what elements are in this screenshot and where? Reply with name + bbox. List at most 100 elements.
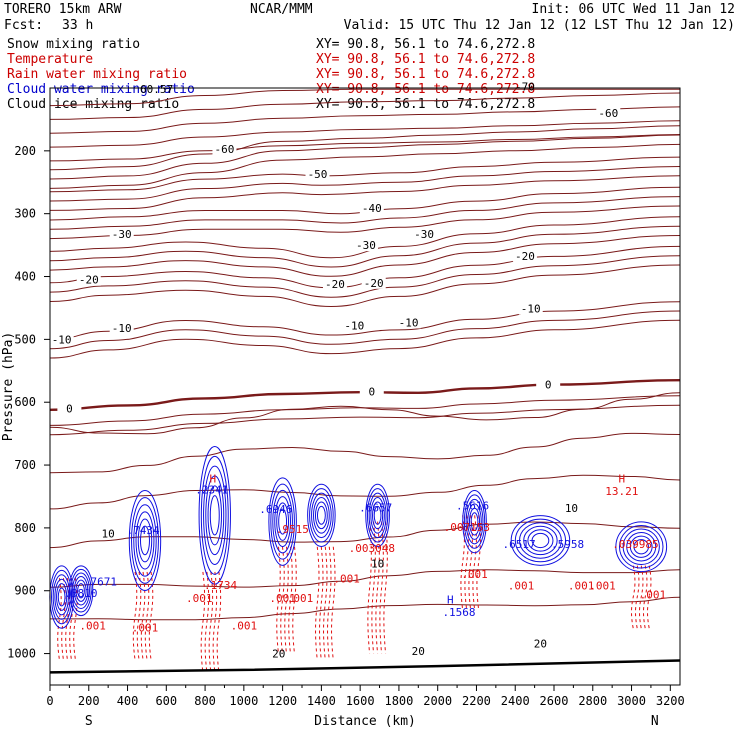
cloud-contour [276,502,290,541]
value-label: .5616 [456,500,489,513]
cloud-contour [270,483,295,560]
rain-contour [631,565,636,629]
isotherm-minor [49,235,681,277]
x-tick-label: 0 [46,694,53,708]
contour-labels: -60 -60 -50 -40 -30 -30 -30 -20 -20 -20 -20 -10 -10 -… [49,81,667,660]
value-label: .1734 [204,579,237,592]
rain-contour [379,521,384,654]
cloud-contour [470,512,479,532]
cloud-contour [205,475,225,556]
isotherm-minor [49,166,681,202]
x-tick-label: 1200 [268,694,297,708]
terrain-line [49,659,681,674]
isotherm-lower [49,432,681,474]
x-axis-label: Distance (km) [314,714,416,729]
rain-contour [292,546,297,654]
x-tick-label: 400 [117,694,139,708]
north-label: N [651,714,659,729]
y-tick-label: 500 [14,332,36,346]
isotherm-label: -10 [399,316,419,329]
rain-contour [327,546,332,660]
rain-contour [476,515,481,610]
isotherm-lower [49,521,681,549]
cloud-contour [72,572,90,609]
cloud-contour [373,505,382,525]
forecast-label: Fcst: [4,18,43,33]
value-label: .001 [640,588,667,601]
value-label: .6946 [259,503,292,516]
y-tick-label: 700 [14,458,36,472]
label-bg [596,107,621,120]
cloud-contour [131,497,159,584]
cloud-contour [519,522,562,559]
x-tick-label: 2600 [540,694,569,708]
x-tick-label: 800 [194,694,216,708]
cloud-contour [510,515,571,566]
x-tick-label: 2200 [462,694,491,708]
isotherm-label: -20 [515,250,535,263]
y-tick-label: 200 [14,144,36,158]
isotherm-label: 0 [368,386,375,399]
y-tick-label: 1000 [7,647,36,661]
rain-contour [323,546,328,660]
cloud-contour [313,497,330,534]
isotherm-upper [49,92,681,120]
cloud-contour [73,576,89,606]
value-label: 10 [102,527,115,540]
isotherm-minor [49,143,681,189]
isotherm-label: -60 [598,107,618,120]
x-tick-label: 2000 [423,694,452,708]
cloud-contour [200,455,229,575]
x-tick-label: 3000 [617,694,646,708]
rain-contour [639,565,644,629]
value-label: H [619,473,626,486]
cloud-contour [307,483,336,547]
cloud-contour [314,501,328,530]
value-label: .7434 [126,524,159,537]
rain-contour [288,546,293,654]
isotherm-upper [49,120,681,148]
cloud-contour [278,508,288,535]
cloud-contour [372,501,384,530]
label-bg [109,227,134,240]
isotherm-label: -10 [52,333,72,346]
cloud-contour [135,511,155,570]
label-bg [359,385,384,398]
isotherm-minor [49,225,681,268]
rain-contour [132,571,138,660]
value-label: .001 [568,579,595,592]
y-axis-label: Pressure (hPa) [1,332,16,442]
rain-contour [331,546,336,660]
plot-area: -60 -60 -50 -40 -30 -30 -30 -20 -20 -20 -20 -10 -10 -… [49,81,681,686]
rain-contour [315,546,320,660]
isotherm-label: -10 [344,320,364,333]
legend-entry: Temperature [7,52,93,67]
value-label: H [447,593,454,606]
rain-contour [643,565,648,629]
cloud-contour [462,489,487,554]
x-tick-label: 1000 [229,694,258,708]
cloud-contour [52,574,71,620]
south-label: S [85,714,93,729]
isotherm-label: -30 [112,228,132,241]
value-label: .001 [231,620,258,633]
cloud-contour [366,488,389,543]
isotherm-label: -50 [308,168,328,181]
y-tick-label: 900 [14,584,36,598]
rain-contour [144,571,150,660]
cloud-contour [633,539,649,555]
x-tick-label: 2800 [578,694,607,708]
x-tick-label: 1800 [384,694,413,708]
rain-contour [635,565,640,629]
value-label: 10 [371,557,384,570]
rain-contour [460,515,465,610]
cloud-contour [465,498,484,545]
isotherm--50 [49,156,681,193]
cloud-contour [137,518,153,563]
cloud-contour [133,504,157,577]
cloud-contour [274,496,291,548]
label-bg [342,319,367,332]
cloud-contour [56,583,68,611]
isotherm-minor [49,319,681,359]
isotherm--40 [49,186,681,221]
